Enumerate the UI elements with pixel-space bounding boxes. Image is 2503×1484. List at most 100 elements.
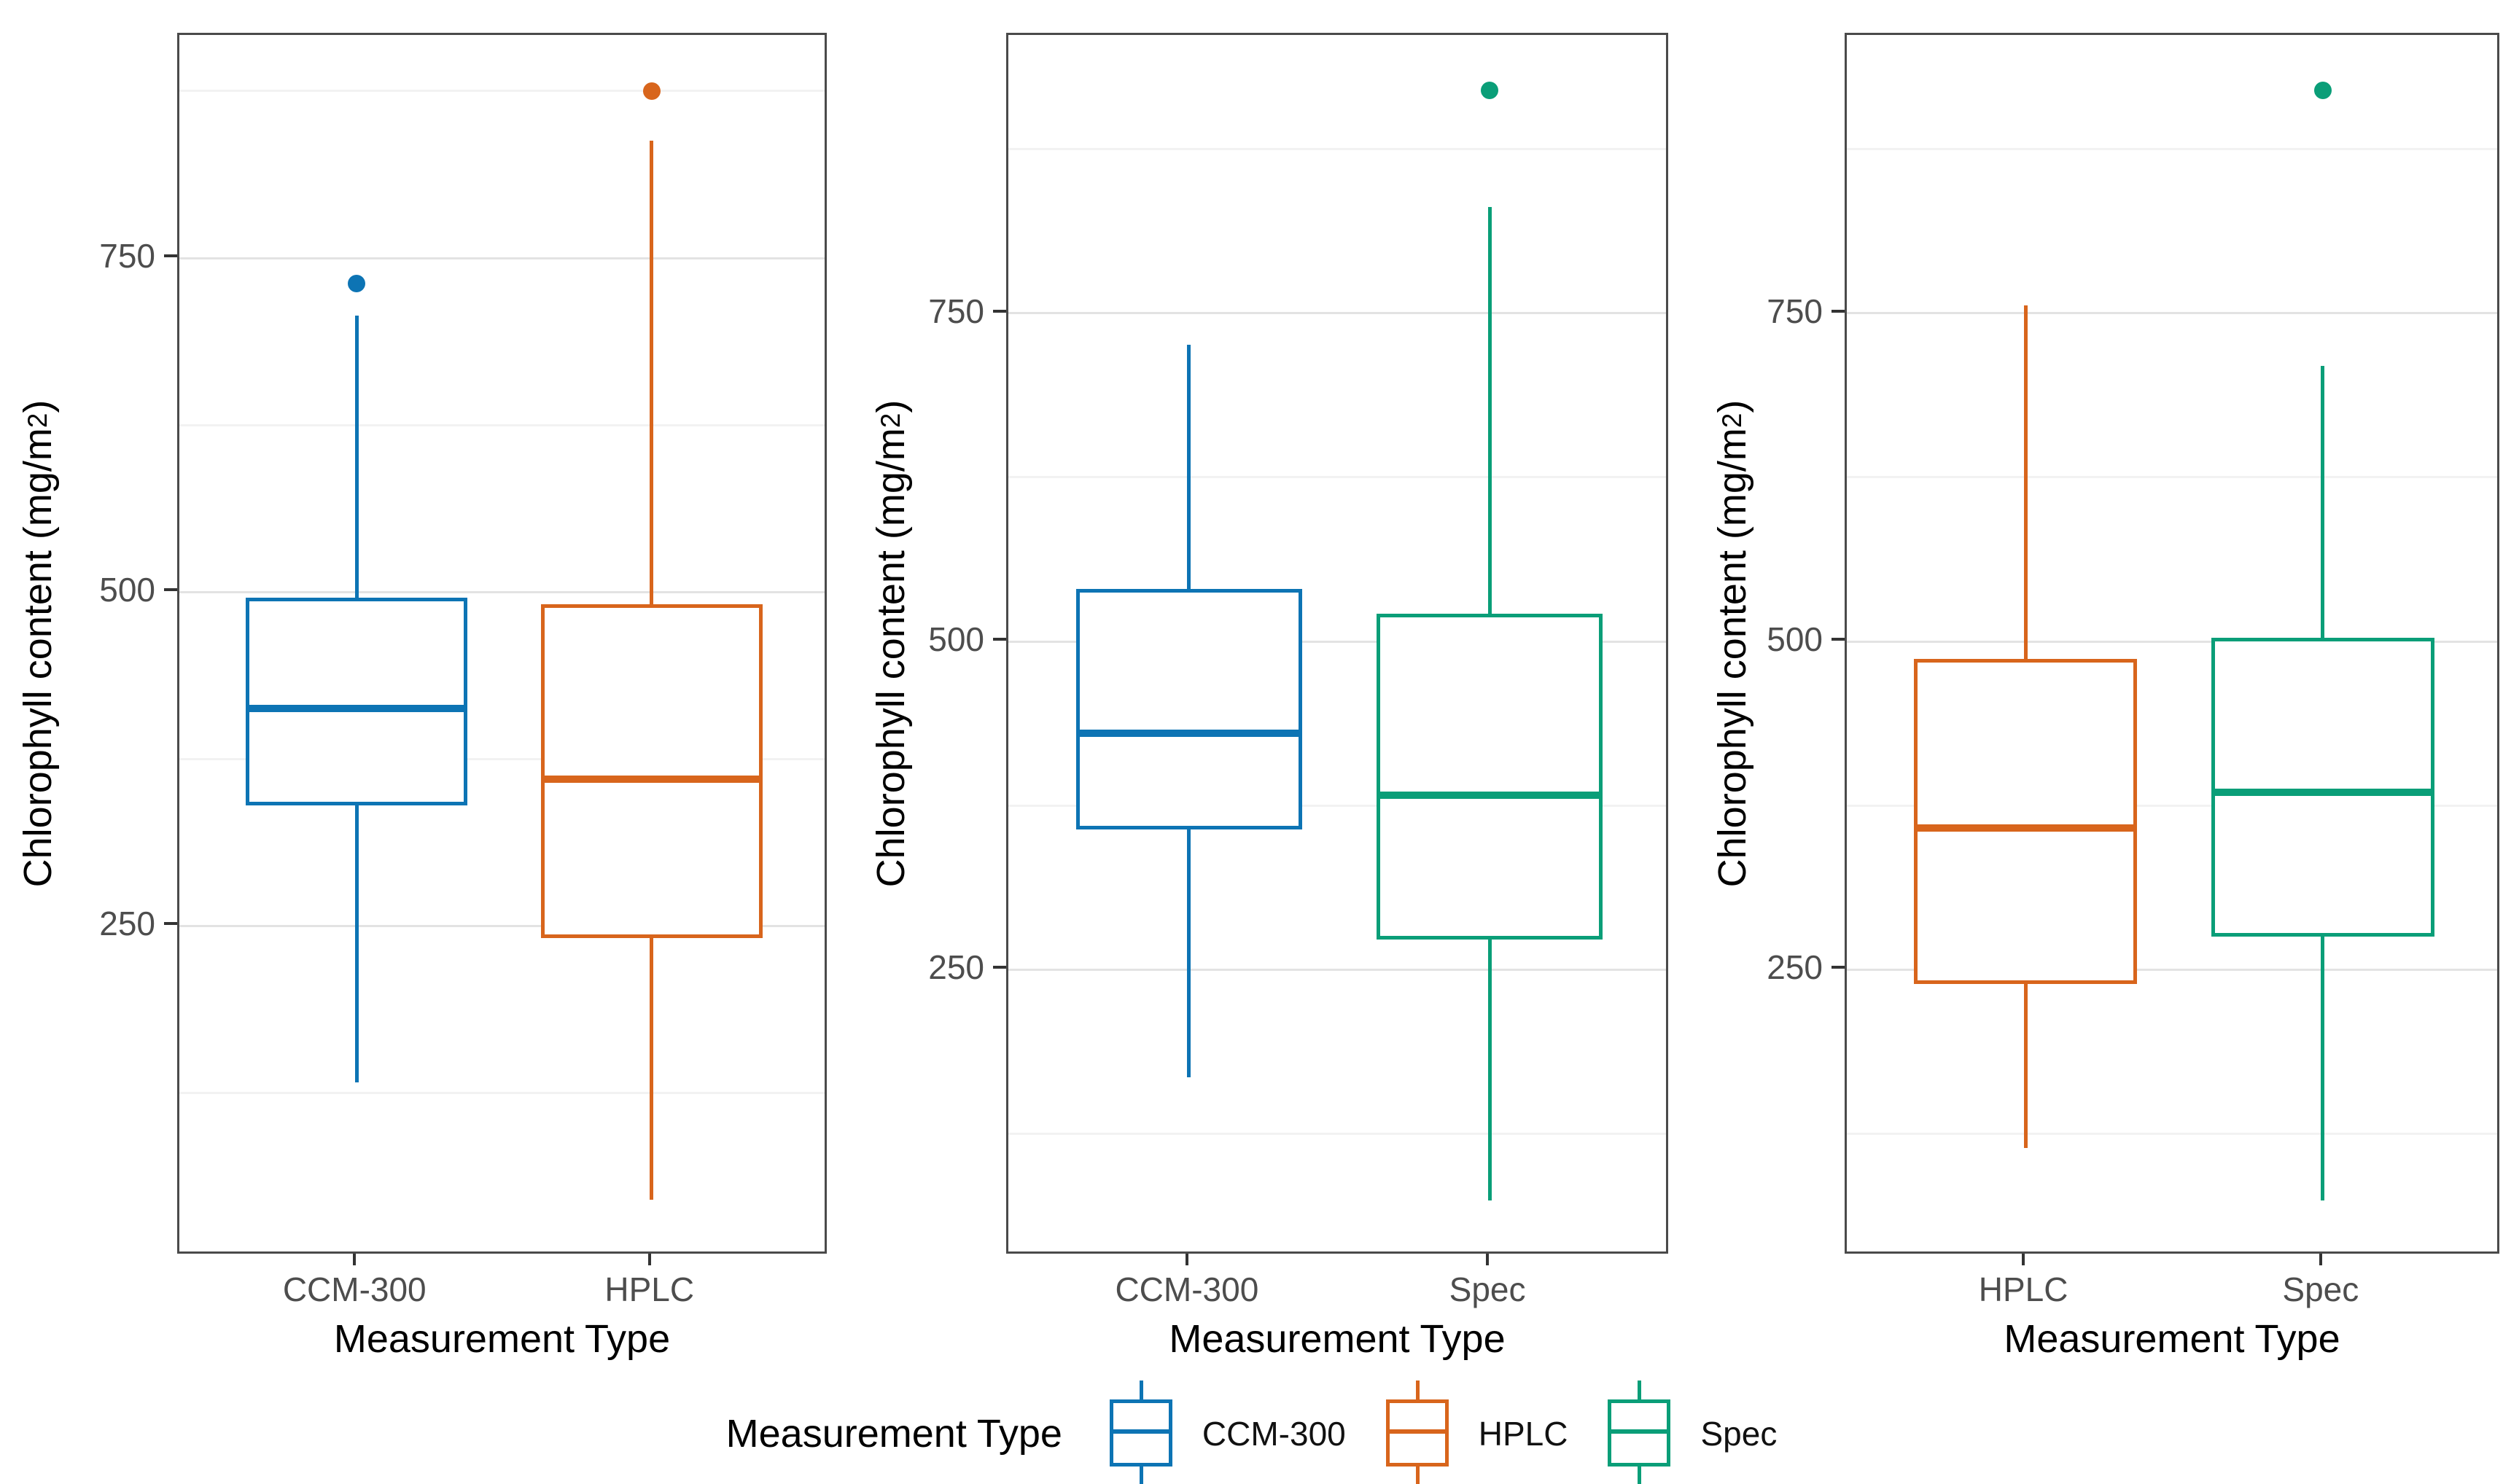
- y-tick-label: 250: [99, 905, 155, 943]
- x-tick-mark: [1185, 1254, 1188, 1265]
- gridline-major: [179, 257, 825, 259]
- gridline-minor: [1847, 804, 2497, 807]
- boxplot-lower-whisker: [650, 937, 654, 1200]
- boxplot-median: [1914, 824, 2138, 832]
- boxplot-upper-whisker: [1187, 345, 1191, 590]
- x-tick-mark: [353, 1254, 357, 1265]
- gridline-major: [179, 924, 825, 927]
- y-tick-mark: [993, 638, 1006, 641]
- gridline-minor: [1847, 148, 2497, 151]
- boxplot-median: [1076, 730, 1302, 738]
- x-tick-mark: [647, 1254, 651, 1265]
- legend-key-upper-whisker: [1415, 1380, 1420, 1399]
- y-tick-mark: [1831, 966, 1845, 969]
- legend-item-label: Spec: [1700, 1415, 1778, 1453]
- boxplot-box: [540, 604, 763, 938]
- boxplot-lower-whisker: [2023, 984, 2028, 1149]
- x-tick-mark: [2022, 1254, 2025, 1265]
- gridline-minor: [179, 1091, 825, 1094]
- x-axis-title: Measurement Type: [1169, 1317, 1506, 1361]
- plot-ccm300-vs-spec: Chlorophyll content (mg/m 2) Measurement …: [846, 0, 1706, 1370]
- boxplot-key-icon: [1384, 1379, 1451, 1484]
- legend-item-ccm300: CCM-300: [1108, 1379, 1346, 1484]
- y-tick-mark: [1831, 638, 1845, 641]
- legend-item-label: CCM-300: [1202, 1415, 1346, 1453]
- gridline-minor: [179, 90, 825, 93]
- boxplot-lower-whisker: [1487, 939, 1492, 1201]
- gridline-major: [1847, 312, 2497, 315]
- boxplot-box: [1076, 589, 1302, 829]
- x-axis-title: Measurement Type: [2004, 1317, 2340, 1361]
- legend-key-lower-whisker: [1638, 1467, 1642, 1484]
- y-tick-label: 250: [928, 948, 984, 987]
- boxplot-upper-whisker: [650, 140, 654, 604]
- gridline-minor: [1008, 804, 1666, 807]
- gridline-minor: [1847, 1133, 2497, 1135]
- x-axis-title: Measurement Type: [333, 1317, 671, 1361]
- x-tick-label: HPLC: [604, 1270, 695, 1308]
- legend-key-median: [1608, 1429, 1671, 1434]
- gridline-minor: [1008, 476, 1666, 479]
- panel: [1006, 33, 1668, 1254]
- boxplot-key-icon: [1605, 1379, 1673, 1484]
- x-tick-label: Spec: [2282, 1270, 2359, 1308]
- gridline-major: [1008, 312, 1666, 315]
- boxplot-lower-whisker: [354, 805, 359, 1082]
- y-tick-mark: [164, 922, 177, 926]
- x-tick-label: CCM-300: [1115, 1270, 1259, 1308]
- legend-key-lower-whisker: [1415, 1467, 1420, 1484]
- outlier-point: [642, 82, 661, 100]
- boxplot-key-icon: [1108, 1379, 1175, 1484]
- boxplot-box: [2211, 637, 2434, 937]
- legend-key-median: [1385, 1429, 1449, 1434]
- y-tick-label: 750: [928, 292, 984, 330]
- boxplot-median: [2211, 789, 2434, 797]
- x-tick-mark: [1486, 1254, 1490, 1265]
- legend-item-spec: Spec: [1605, 1379, 1777, 1484]
- y-tick-label: 500: [1767, 620, 1823, 659]
- x-tick-label: CCM-300: [282, 1270, 427, 1308]
- boxplot-box: [1914, 658, 2138, 985]
- y-tick-label: 750: [1767, 292, 1823, 330]
- y-tick-mark: [164, 588, 177, 592]
- boxplot-upper-whisker: [354, 315, 359, 598]
- y-axis-title: Chlorophyll content (mg/m 2): [16, 399, 60, 887]
- y-tick-label: 500: [928, 620, 984, 659]
- y-tick-label: 750: [99, 237, 155, 276]
- gridline-minor: [179, 423, 825, 426]
- boxplot-median: [246, 704, 468, 712]
- plot-ccm300-vs-hplc: Chlorophyll content (mg/m 2) Measurement …: [0, 0, 846, 1370]
- legend-title: Measurement Type: [725, 1412, 1062, 1456]
- y-tick-mark: [993, 966, 1006, 969]
- legend-key-upper-whisker: [1638, 1380, 1642, 1399]
- gridline-minor: [1008, 148, 1666, 151]
- plot-hplc-vs-spec: Chlorophyll content (mg/m 2) Measurement …: [1706, 0, 2503, 1370]
- x-tick-mark: [2319, 1254, 2322, 1265]
- outlier-point: [1481, 81, 1499, 99]
- x-tick-label: Spec: [1449, 1270, 1526, 1308]
- legend: Measurement Type CCM-300 HPLC: [0, 1379, 2503, 1484]
- gridline-major: [1847, 968, 2497, 971]
- boxplot-upper-whisker: [2321, 365, 2325, 638]
- y-tick-label: 250: [1767, 948, 1823, 987]
- boxplot-upper-whisker: [2023, 305, 2028, 659]
- legend-key-upper-whisker: [1139, 1380, 1143, 1399]
- boxplot-upper-whisker: [1487, 206, 1492, 614]
- y-axis-title-end: ): [1710, 399, 1754, 413]
- boxplot-median: [540, 775, 763, 783]
- legend-item-hplc: HPLC: [1384, 1379, 1568, 1484]
- panel: [177, 33, 827, 1254]
- legend-key-lower-whisker: [1139, 1467, 1143, 1484]
- y-axis-title-end: ): [16, 399, 60, 413]
- gridline-major: [179, 590, 825, 593]
- gridline-major: [1008, 640, 1666, 643]
- gridline-minor: [1008, 1133, 1666, 1135]
- outlier-point: [2313, 81, 2332, 99]
- y-tick-label: 500: [99, 571, 155, 609]
- gridline-major: [1008, 968, 1666, 971]
- y-tick-mark: [1831, 309, 1845, 313]
- x-tick-label: HPLC: [1978, 1270, 2068, 1308]
- legend-item-label: HPLC: [1478, 1415, 1568, 1453]
- outlier-point: [348, 274, 366, 292]
